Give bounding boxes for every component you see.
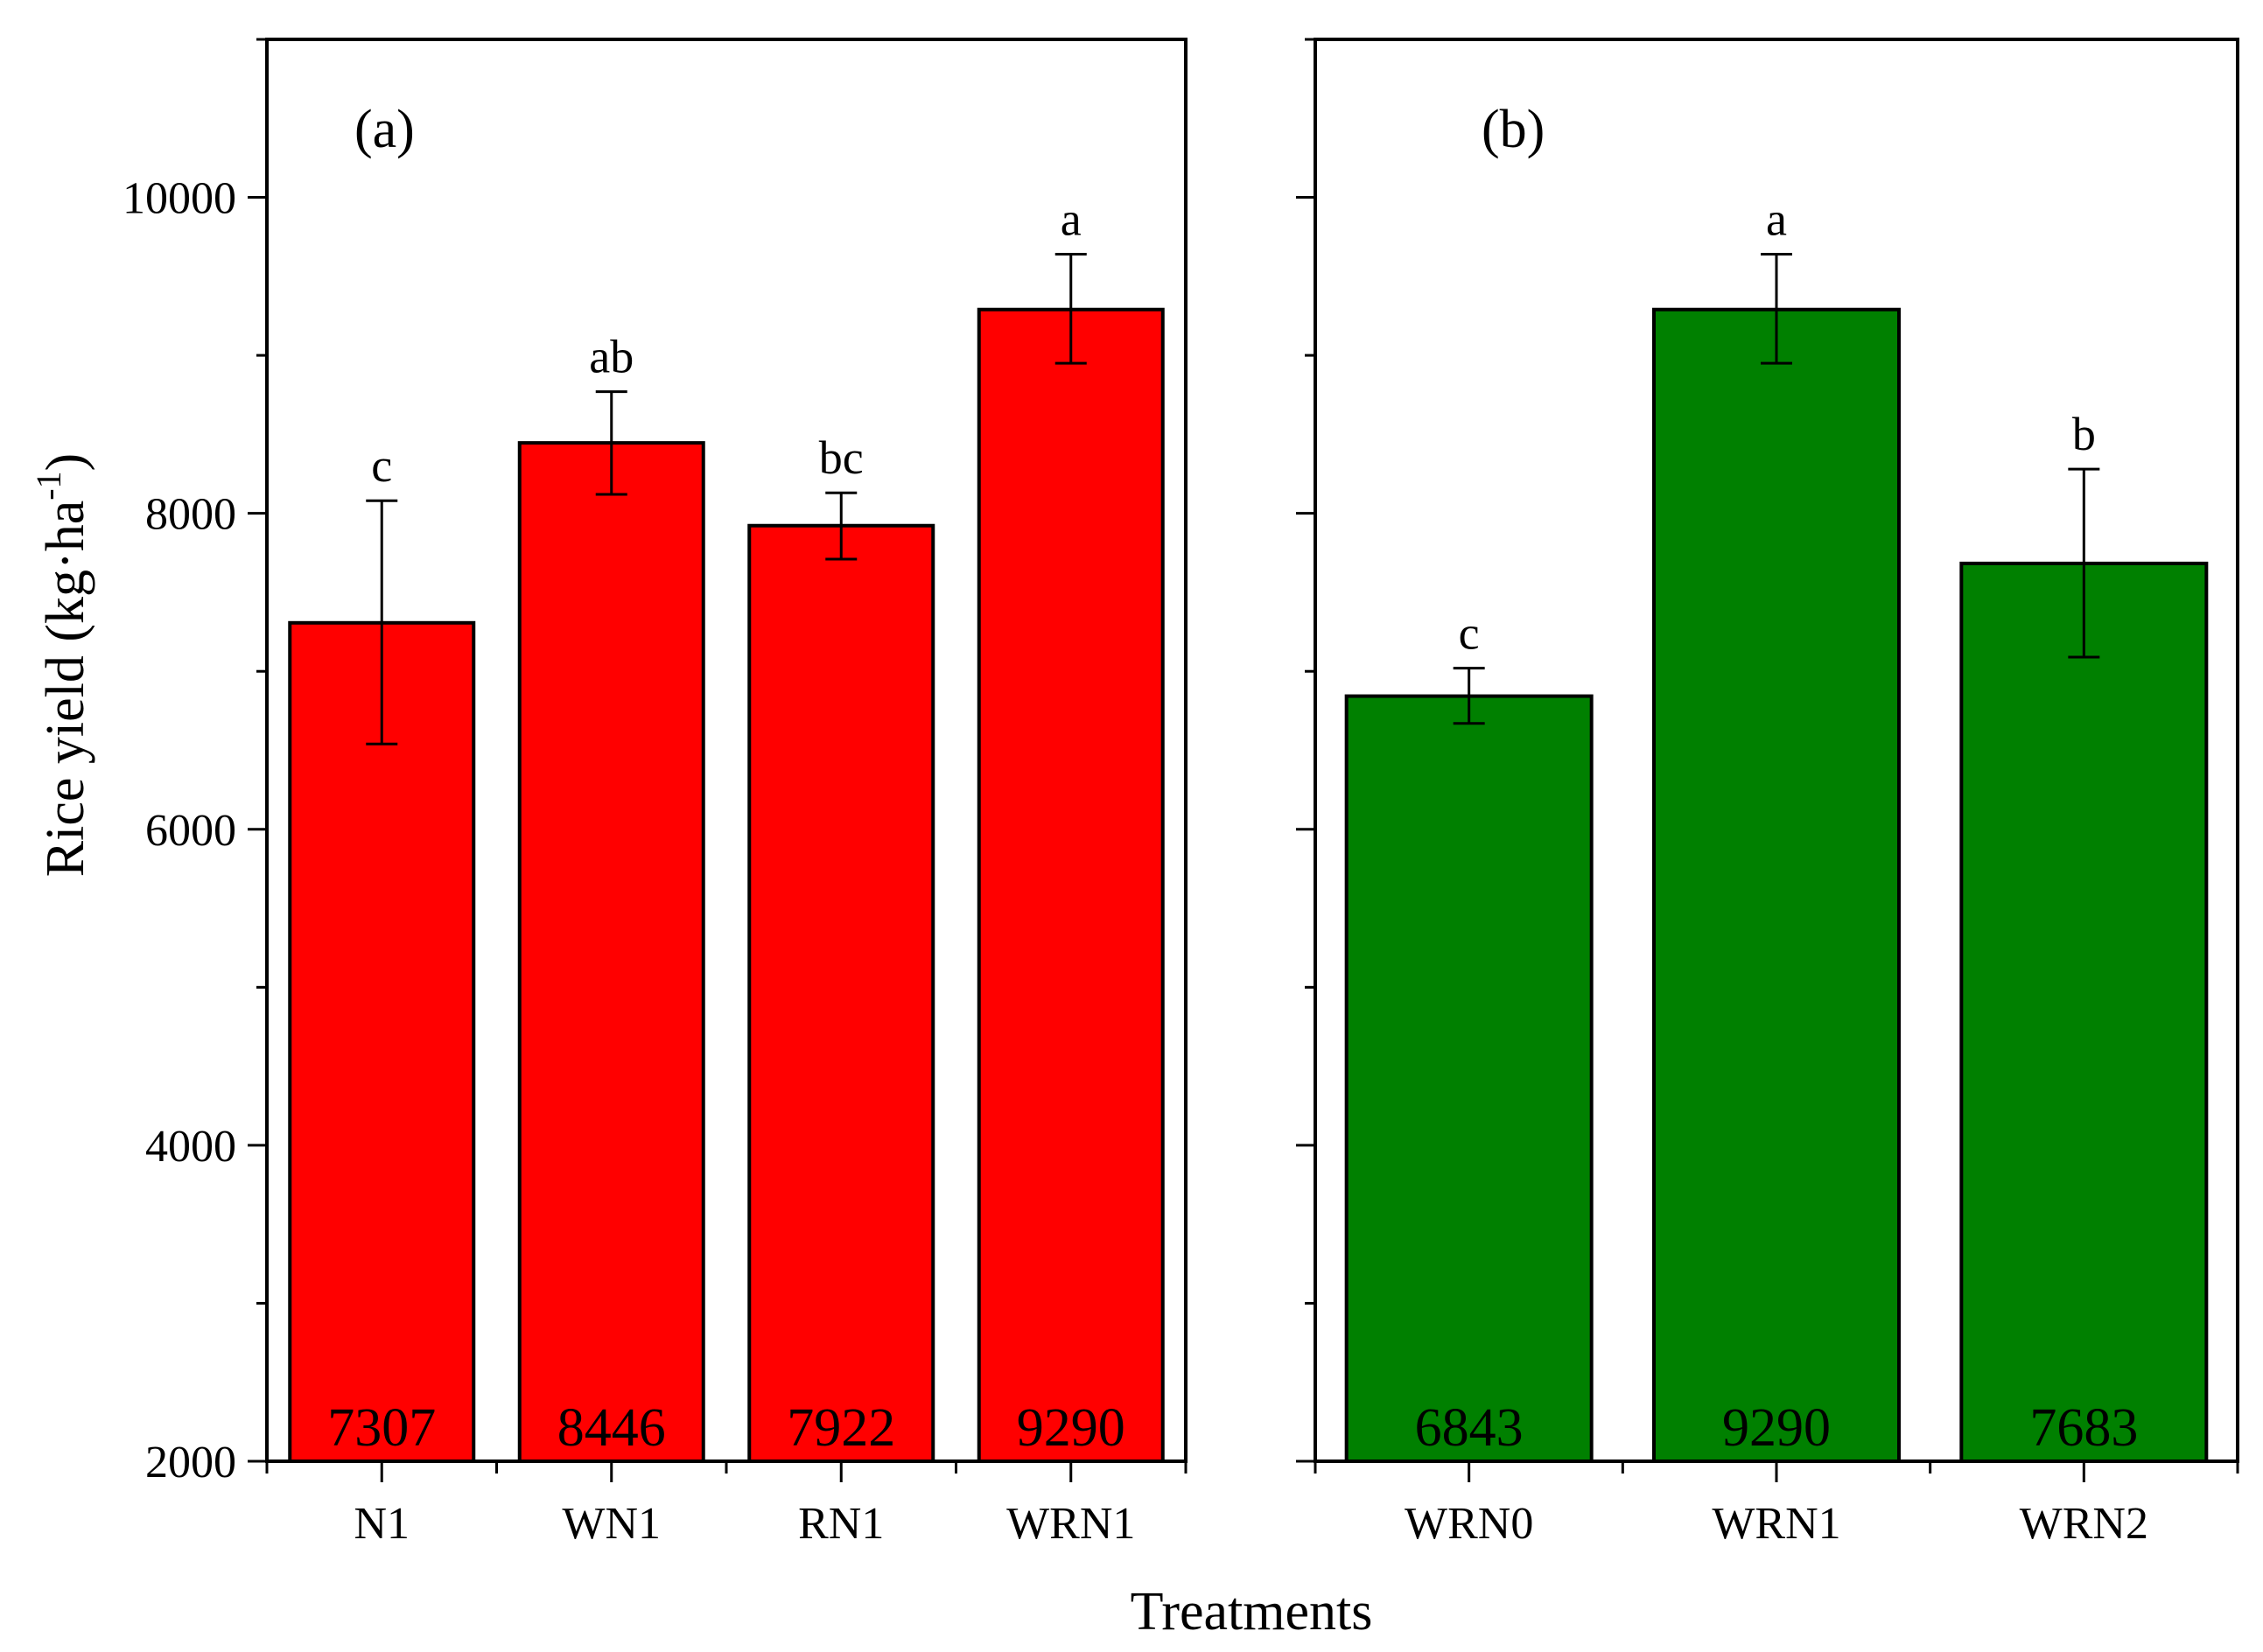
value-label: 9290: [1017, 1398, 1125, 1458]
x-axis-title: Treatments: [1131, 1582, 1373, 1642]
bar-wrn0: [1344, 694, 1594, 1463]
value-label: 7307: [327, 1398, 436, 1458]
significance-label: c: [1459, 607, 1480, 660]
x-tick-label: WRN1: [1006, 1499, 1135, 1549]
significance-label: a: [1766, 193, 1787, 246]
bar-wn1: [517, 441, 705, 1463]
significance-label: a: [1061, 193, 1082, 246]
y-axis-title: Rice yield (kg·ha-1): [29, 453, 95, 877]
significance-label: c: [371, 439, 392, 492]
axis-titles: Treatments Rice yield (kg·ha-1): [29, 453, 1372, 1642]
x-tick-label: WN1: [562, 1499, 661, 1549]
bar-wrn1: [977, 307, 1165, 1463]
x-tick-label: RN1: [798, 1499, 884, 1549]
y-tick-label: 2000: [145, 1438, 236, 1488]
bar-wrn2: [1959, 561, 2209, 1463]
y-tick-label: 10000: [123, 174, 236, 224]
panel-label: (a): [354, 100, 415, 159]
value-label: 9290: [1722, 1398, 1831, 1458]
bar-wrn1: [1652, 307, 1901, 1463]
significance-label: b: [2072, 408, 2096, 460]
value-label: 7922: [787, 1398, 895, 1458]
y-tick-label: 6000: [145, 806, 236, 856]
panel-a: 2000 4000 6000 8000 10000 c 7307 N1 ab 8446 WN1 bc 7…: [123, 38, 1188, 1549]
x-tick-label: WRN2: [2020, 1499, 2148, 1549]
significance-label: bc: [819, 431, 864, 484]
x-tick-label: N1: [354, 1499, 410, 1549]
y-tick-label: 8000: [145, 490, 236, 540]
panel-label: (b): [1482, 100, 1545, 159]
x-tick-label: WRN1: [1712, 1499, 1840, 1549]
x-tick-label: WRN0: [1405, 1499, 1533, 1549]
panel-b: c 6843 WRN0 a 9290 WRN1 b 7683 WRN2 (b): [1296, 38, 2239, 1549]
value-label: 8446: [557, 1398, 666, 1458]
y-tick-label: 4000: [145, 1122, 236, 1172]
value-label: 7683: [2029, 1398, 2138, 1458]
value-label: 6843: [1415, 1398, 1524, 1458]
bar-n1: [288, 620, 476, 1463]
significance-label: ab: [589, 331, 634, 383]
bar-rn1: [747, 523, 935, 1463]
